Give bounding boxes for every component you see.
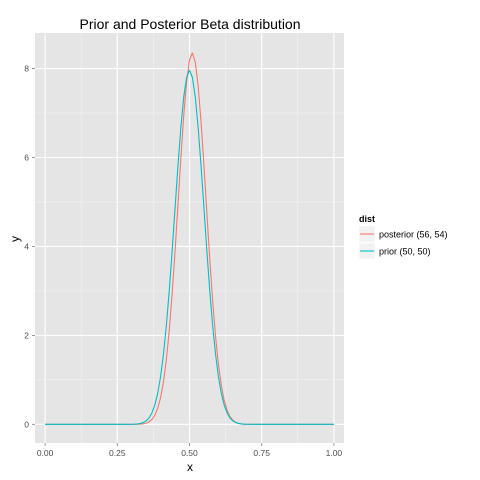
y-tick-label: 2 — [24, 330, 29, 340]
chart-title: Prior and Posterior Beta distribution — [80, 16, 301, 32]
y-axis-title: y — [8, 236, 22, 242]
x-tick-label: 0.50 — [181, 448, 198, 458]
legend: dist posterior (56, 54) prior (50, 50) — [358, 214, 448, 260]
x-axis: 0.00 0.25 0.50 0.75 1.00 — [37, 443, 343, 458]
legend-label: prior (50, 50) — [379, 247, 431, 257]
x-tick-label: 0.75 — [253, 448, 270, 458]
series-line-1 — [45, 69, 334, 425]
y-tick-label: 0 — [24, 419, 29, 429]
y-axis: 0 2 4 6 8 — [24, 64, 35, 429]
y-tick-label: 8 — [24, 64, 29, 74]
series-lines — [45, 52, 334, 425]
legend-label: posterior (56, 54) — [379, 230, 448, 240]
x-axis-title: x — [187, 460, 193, 474]
x-tick-label: 1.00 — [326, 448, 343, 458]
y-tick-label: 6 — [24, 153, 29, 163]
legend-title: dist — [359, 214, 375, 224]
x-tick-label: 0.25 — [109, 448, 126, 458]
x-tick-label: 0.00 — [37, 448, 54, 458]
major-gridlines — [35, 33, 344, 443]
y-tick-label: 4 — [24, 241, 29, 251]
